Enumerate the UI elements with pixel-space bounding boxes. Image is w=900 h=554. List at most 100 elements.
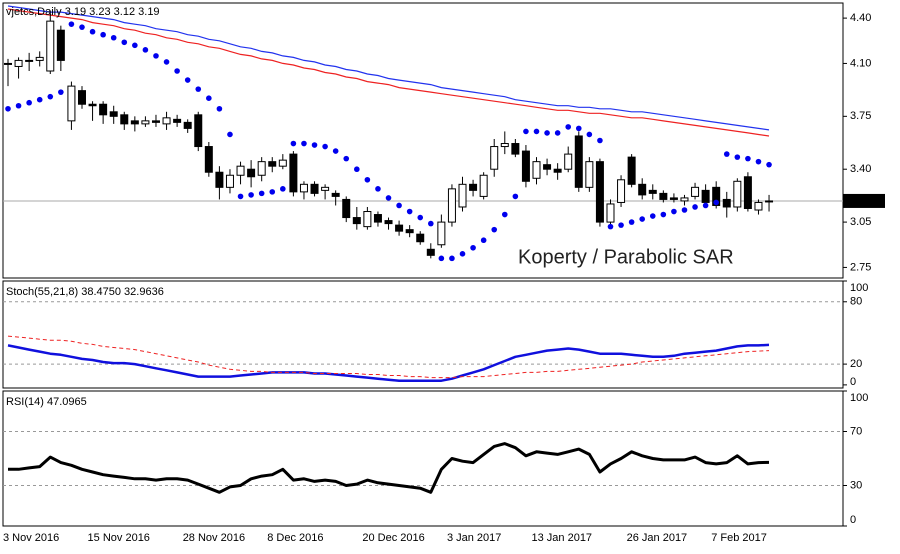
sar-dot: [766, 161, 772, 168]
y-tick-label: 4.40: [850, 12, 871, 24]
moving-average: [7, 5, 770, 131]
candle-body: [46, 20, 55, 72]
sar-dot: [639, 216, 645, 222]
moving-average: [7, 8, 770, 137]
sar-dot: [142, 47, 149, 53]
stoch-main-value: 38.4750: [81, 286, 121, 298]
candle-body: [617, 179, 626, 203]
sar-dot: [406, 208, 413, 215]
y-tick-label: 0: [850, 514, 856, 526]
sar-dot: [396, 202, 402, 209]
y-tick-label: 80: [850, 296, 862, 308]
candle-body: [553, 168, 562, 173]
sar-dot: [258, 190, 265, 197]
stoch-title: Stoch(55,21,8): [6, 286, 78, 298]
sar-dot: [449, 255, 455, 262]
candle-body: [151, 120, 160, 123]
sar-dot: [533, 128, 540, 135]
sar-dot: [491, 226, 498, 233]
sar-dot: [58, 89, 64, 95]
candle-body: [310, 183, 319, 194]
candle-body: [194, 114, 203, 148]
x-tick-label: 7 Feb 2017: [711, 532, 767, 544]
candle-body: [701, 189, 710, 203]
sar-dot: [79, 24, 85, 30]
candle-body: [278, 159, 287, 167]
sar-dot: [501, 211, 508, 218]
candle-body: [469, 183, 478, 191]
sar-dot: [523, 128, 529, 135]
y-tick-label: 3.05: [850, 216, 871, 228]
sar-dot: [713, 199, 719, 206]
sar-dot: [184, 77, 191, 83]
x-tick-label: 8 Dec 2016: [267, 532, 323, 544]
x-tick-label: 20 Dec 2016: [362, 532, 424, 544]
candle-body: [77, 90, 86, 105]
candle-body: [183, 121, 192, 129]
sar-dot: [702, 202, 709, 209]
indicator-line: [7, 335, 770, 379]
y-tick-label: 100: [850, 392, 868, 404]
candle-body: [141, 120, 150, 125]
stoch-header: Stoch(55,21,8) 38.4750 32.9636: [6, 286, 164, 298]
candle-body: [162, 117, 171, 125]
candle-body: [215, 171, 224, 188]
sar-dot: [692, 204, 698, 210]
candle-body: [659, 192, 668, 200]
candle-body: [691, 186, 700, 197]
sar-dot: [290, 140, 297, 147]
candle-body: [67, 85, 76, 122]
candle-body: [109, 111, 118, 117]
candle-body: [299, 183, 308, 193]
candle-body: [638, 183, 647, 196]
candle-body: [173, 118, 182, 123]
candle-body: [384, 220, 393, 225]
sar-dot: [565, 124, 572, 130]
candle-body: [363, 211, 372, 228]
sar-dot: [332, 148, 339, 154]
candle-body: [225, 174, 234, 188]
sar-dot: [354, 166, 360, 173]
candle-body: [35, 56, 44, 61]
candle-body: [437, 221, 446, 246]
candle-body: [88, 103, 97, 107]
sar-dot: [554, 130, 561, 136]
candle-body: [14, 59, 23, 67]
sar-dot: [671, 208, 677, 215]
candle-body: [754, 201, 763, 211]
sar-dot: [110, 34, 117, 41]
sar-dot: [121, 39, 128, 46]
candle-body: [648, 189, 657, 194]
candle-body: [521, 150, 530, 182]
y-tick-label: 30: [850, 479, 862, 491]
sar-dot: [301, 140, 307, 147]
x-tick-label: 15 Nov 2016: [88, 532, 150, 544]
candle-body: [331, 192, 340, 197]
sar-dot: [174, 68, 180, 74]
sar-dot: [628, 219, 635, 225]
close: 3.19: [138, 6, 159, 18]
plot-layer: 4.40 4.10 3.75 3.40 3.05 2.75 3.19 100 80 20 0 100 7…: [2, 2, 885, 544]
candle-body: [342, 198, 351, 219]
price-box: [843, 193, 885, 208]
annotation: Koperty / Parabolic SAR: [518, 246, 734, 268]
candle-body: [99, 103, 108, 116]
sar-dot: [385, 195, 392, 201]
candle-body: [765, 200, 774, 203]
sar-dot: [745, 155, 751, 162]
stoch-signal-value: 32.9636: [124, 286, 164, 298]
candle-body: [532, 161, 541, 179]
candle-body: [289, 153, 298, 193]
candle-body: [574, 135, 583, 188]
candle-body: [743, 176, 752, 209]
candle-body: [405, 229, 414, 234]
y-tick-label: 20: [850, 358, 862, 370]
candle-body: [268, 161, 277, 167]
high: 3.23: [89, 6, 110, 18]
open: 3.19: [65, 6, 86, 18]
sar-dot: [216, 105, 223, 112]
candle-body: [479, 174, 488, 197]
sar-dot: [459, 251, 466, 257]
